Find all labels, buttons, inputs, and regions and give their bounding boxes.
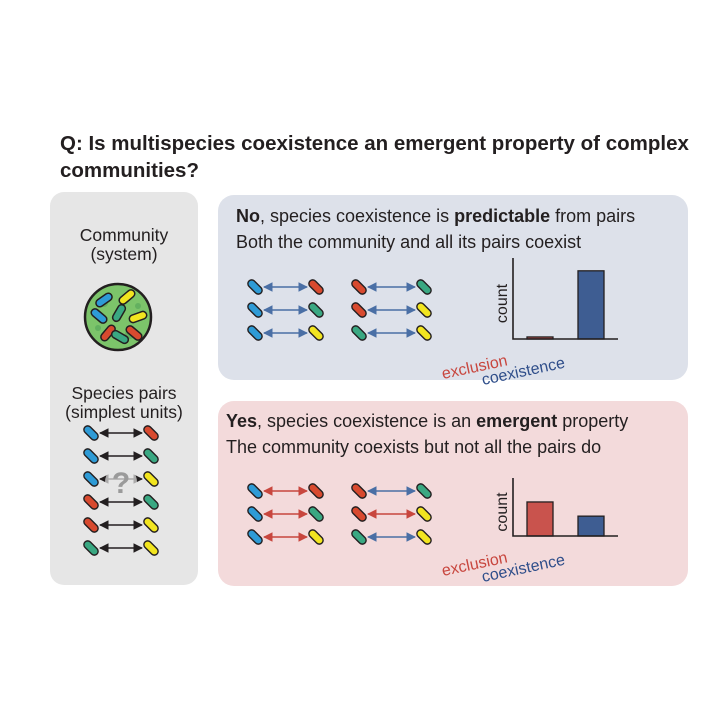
community-cell — [110, 329, 130, 345]
species-cell — [83, 471, 99, 487]
species-pairs-label-line2: (simplest units) — [65, 402, 183, 422]
species-cell — [308, 302, 324, 318]
yes-panel-heading: Yes, species coexistence is an emergent … — [226, 410, 628, 432]
left-panel — [50, 192, 198, 585]
species-cell — [247, 279, 263, 295]
yes-heading-mid: , species coexistence is an — [257, 411, 477, 431]
yes-heading-keyword: emergent — [476, 411, 558, 431]
species-cell — [416, 483, 432, 499]
community-cell — [128, 310, 148, 324]
species-cell — [83, 540, 99, 556]
species-cell — [247, 529, 263, 545]
species-cell — [308, 483, 324, 499]
species-cell — [83, 448, 99, 464]
community-cell — [118, 289, 136, 305]
community-label: Community (system) — [50, 226, 198, 264]
community-cell — [100, 324, 116, 342]
species-cell — [308, 529, 324, 545]
species-cell — [416, 529, 432, 545]
species-cell — [416, 302, 432, 318]
no-panel-heading: No, species coexistence is predictable f… — [236, 205, 635, 227]
y-axis-label: count — [494, 283, 511, 323]
question-mark: ? — [112, 467, 130, 500]
community-cell — [125, 325, 143, 341]
species-cell — [83, 517, 99, 533]
bar-coexistence — [577, 515, 605, 537]
community-cell — [111, 303, 127, 323]
species-cell — [351, 529, 367, 545]
no-heading-end: from pairs — [550, 206, 636, 226]
yes-panel-pairs — [247, 483, 432, 545]
community-cell — [95, 292, 113, 308]
species-cell — [143, 517, 159, 533]
species-cell — [308, 279, 324, 295]
community-label-line1: Community — [79, 225, 169, 245]
species-cell — [351, 483, 367, 499]
species-pairs-label-line1: Species pairs — [71, 383, 177, 403]
species-cell — [416, 279, 432, 295]
species-cell — [247, 483, 263, 499]
bar-exclusion — [526, 501, 554, 537]
question-mark-badge: ? — [105, 466, 137, 500]
species-cell — [143, 540, 159, 556]
species-cell — [351, 302, 367, 318]
chart-axes — [512, 478, 618, 537]
yes-panel-subheading: The community coexists but not all the p… — [226, 437, 602, 457]
no-panel-pairs — [247, 279, 432, 341]
species-cell — [143, 494, 159, 510]
species-cell — [351, 506, 367, 522]
species-cell — [308, 506, 324, 522]
y-axis-label: count — [494, 492, 511, 532]
species-cell — [416, 506, 432, 522]
species-cell — [351, 279, 367, 295]
no-panel-subheading: Both the community and all its pairs coe… — [236, 232, 582, 252]
species-cell — [143, 471, 159, 487]
species-pairs-label: Species pairs (simplest units) — [50, 384, 198, 422]
species-cell — [83, 425, 99, 441]
species-cell — [247, 302, 263, 318]
species-cell — [308, 325, 324, 341]
species-cell — [143, 425, 159, 441]
yes-heading-end: property — [557, 411, 629, 431]
no-heading-mid: , species coexistence is — [260, 206, 455, 226]
species-cell — [143, 448, 159, 464]
community-cluster — [83, 282, 153, 352]
species-cell — [247, 506, 263, 522]
no-heading-keyword: predictable — [454, 206, 551, 226]
species-cell — [247, 325, 263, 341]
community-cell — [90, 308, 108, 324]
species-cell — [416, 325, 432, 341]
chart-axes — [512, 258, 618, 340]
community-label-line2: (system) — [90, 244, 158, 264]
species-cell — [351, 325, 367, 341]
bar-coexistence — [577, 270, 605, 340]
yes-answer: Yes — [226, 411, 258, 431]
no-answer: No — [236, 206, 260, 226]
question-title: Q: Is multispecies coexistence an emerge… — [60, 132, 689, 182]
species-cell — [83, 494, 99, 510]
